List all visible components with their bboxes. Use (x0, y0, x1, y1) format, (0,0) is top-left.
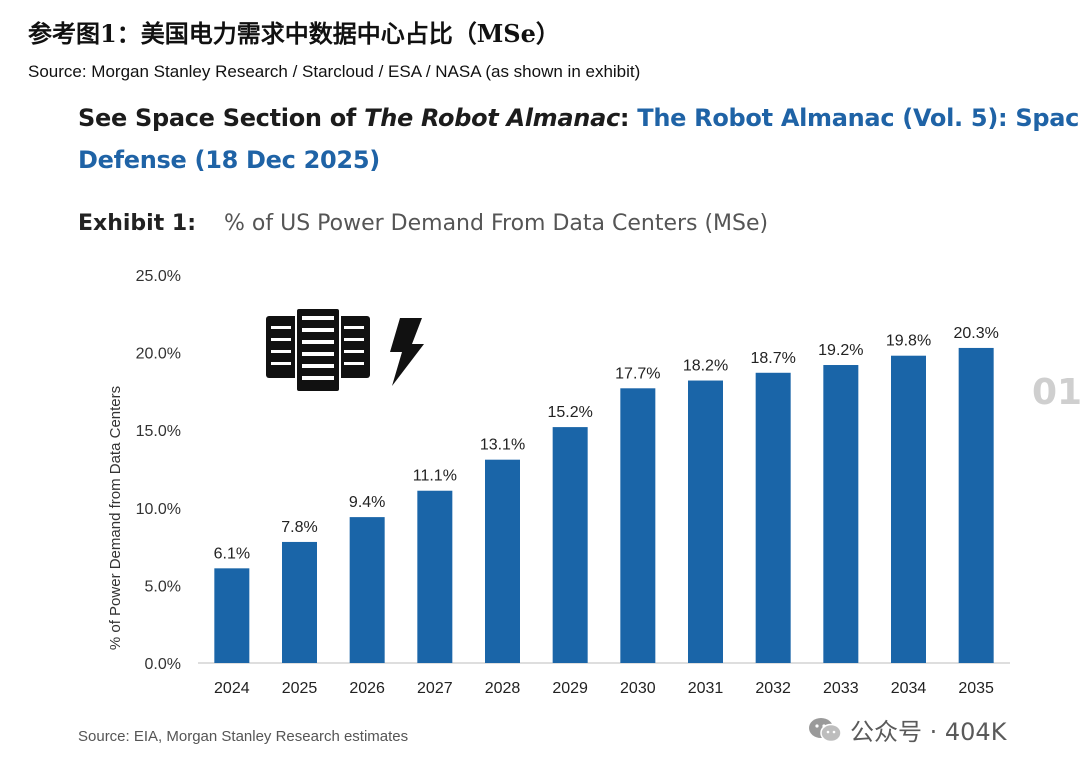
x-tick-label: 2031 (688, 680, 724, 697)
bar (891, 355, 926, 663)
page-title: 参考图1：美国电力需求中数据中心占比（MSe） (28, 19, 560, 48)
bar (620, 388, 656, 663)
x-tick-label: 2027 (417, 680, 453, 697)
y-axis-ticks: 0.0% 5.0% 10.0% 15.0% 20.0% 25.0% (136, 268, 181, 673)
x-tick-label: 2030 (620, 680, 656, 697)
data-label: 18.2% (683, 358, 728, 375)
y-tick-label: 20.0% (136, 346, 181, 363)
data-label: 7.8% (281, 519, 317, 536)
data-label: 20.3% (953, 325, 998, 342)
data-label: 15.2% (547, 404, 592, 421)
server-rack-icon (266, 307, 370, 393)
data-label: 18.7% (750, 350, 795, 367)
see-line-2: Defense (18 Dec 2025) (78, 146, 380, 174)
x-tick-label: 2029 (552, 680, 588, 697)
bar (282, 541, 317, 663)
data-label: 19.8% (886, 333, 931, 350)
x-axis-labels: 2024 2025 2026 2027 2028 2029 2030 2031 2032 2033… (214, 680, 994, 697)
bars (214, 347, 994, 663)
source-line: Source: Morgan Stanley Research / Starcl… (28, 62, 641, 81)
x-tick-label: 2034 (891, 680, 927, 697)
exhibit-label: Exhibit 1: (78, 211, 196, 236)
y-tick-label: 25.0% (136, 268, 181, 285)
x-tick-label: 2032 (755, 680, 791, 697)
bar (755, 372, 791, 663)
x-tick-label: 2025 (282, 680, 318, 697)
y-tick-label: 15.0% (136, 423, 181, 440)
x-tick-label: 2033 (823, 680, 859, 697)
almanac-link-continued[interactable]: Defense (18 Dec 2025) (78, 146, 380, 174)
wechat-watermark: 公众号 · 404K (808, 712, 1006, 747)
see-italic: The Robot Almanac (364, 104, 620, 132)
bar (552, 427, 588, 663)
watermark-text: 公众号 · 404K (850, 718, 1007, 746)
y-tick-label: 10.0% (136, 501, 181, 518)
bar (688, 380, 723, 663)
exhibit-panel: See Space Section of The Robot Almanac: … (58, 98, 1080, 770)
data-label: 17.7% (615, 365, 660, 382)
x-tick-label: 2035 (958, 680, 994, 697)
see-colon: : (619, 104, 630, 132)
data-label: 9.4% (349, 494, 385, 511)
y-tick-label: 5.0% (145, 578, 181, 595)
x-tick-label: 2028 (485, 680, 521, 697)
data-label: 13.1% (480, 437, 525, 454)
data-label: 11.1% (413, 468, 457, 485)
lightning-bolt-icon (390, 318, 424, 386)
bar (349, 517, 385, 663)
y-axis-label: % of Power Demand from Data Centers (107, 386, 124, 650)
see-prefix: See Space Section of (78, 104, 365, 132)
value-labels: 6.1% 7.8% 9.4% 11.1% 13.1% 15.2% 17.7% 18.2% 18.… (214, 325, 999, 562)
x-tick-label: 2026 (349, 680, 385, 697)
wechat-logo-icon (809, 717, 842, 742)
bar (417, 490, 453, 663)
footer-source: Source: EIA, Morgan Stanley Research est… (78, 728, 409, 745)
see-line-1: See Space Section of The Robot Almanac: … (78, 104, 1080, 132)
bar-chart: % of Power Demand from Data Centers 0.0%… (107, 268, 1010, 697)
almanac-link[interactable]: The Robot Almanac (Vol. 5): Space (629, 104, 1080, 132)
chart-title: % of US Power Demand From Data Centers (… (224, 211, 769, 236)
x-tick-label: 2024 (214, 680, 250, 697)
data-label: 19.2% (818, 342, 863, 359)
bar (958, 347, 994, 663)
exhibit-heading: Exhibit 1: % of US Power Demand From Data… (78, 211, 768, 236)
bar (214, 568, 250, 663)
bar (485, 459, 520, 663)
edge-watermark-fragment: 016 (1032, 372, 1080, 413)
data-label: 6.1% (214, 545, 250, 562)
bar (823, 365, 859, 663)
y-tick-label: 0.0% (145, 656, 181, 673)
